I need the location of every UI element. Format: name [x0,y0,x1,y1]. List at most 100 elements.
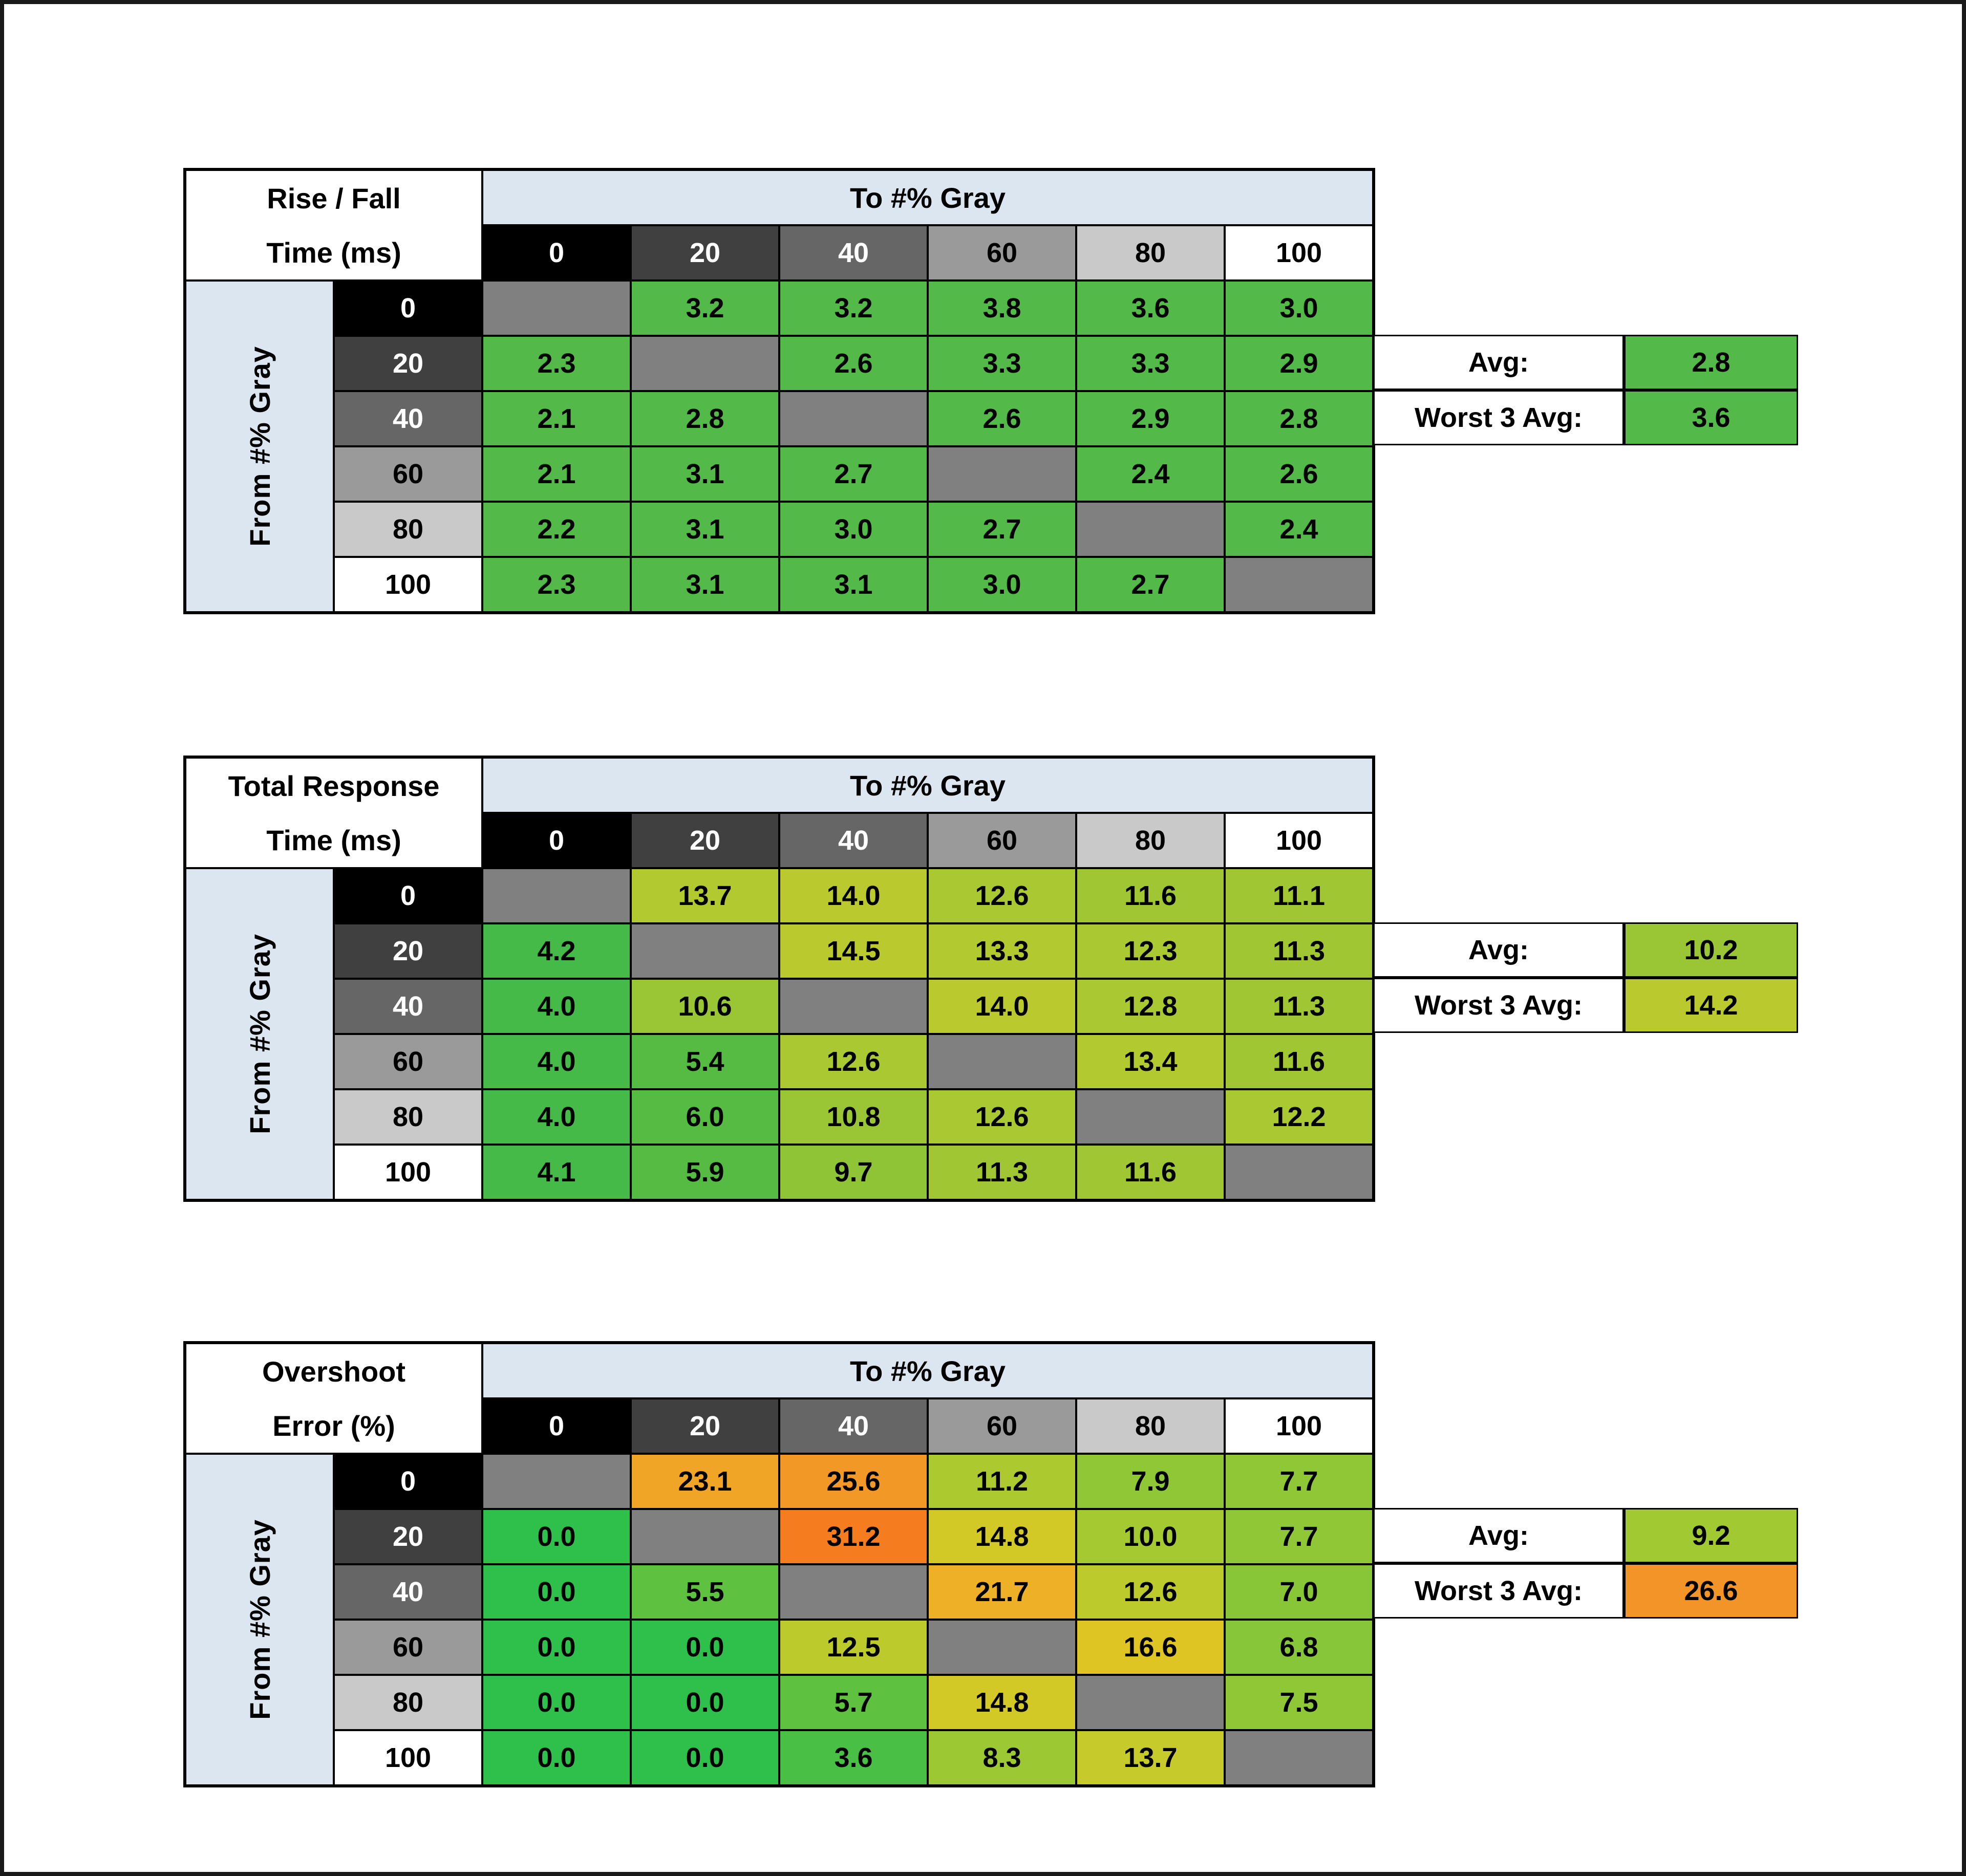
col-header-80: 80 [1076,225,1225,281]
transition-cell: 13.3 [928,923,1076,979]
row-header-60: 60 [334,1620,482,1675]
to-gray-header: To #% Gray [482,170,1373,225]
transition-cell: 11.2 [928,1454,1076,1509]
avg-value: 9.2 [1624,1508,1798,1563]
transition-cell: 11.3 [928,1145,1076,1200]
transition-cell: 5.4 [631,1034,779,1089]
from-gray-label: From #% Gray [243,1519,276,1720]
col-header-80: 80 [1076,1398,1225,1454]
transition-cell: 14.8 [928,1675,1076,1730]
transition-cell: 3.0 [928,557,1076,612]
col-header-0: 0 [482,813,631,868]
transition-cell: 3.0 [1225,281,1373,336]
transition-cell: 11.6 [1076,1145,1225,1200]
transition-cell: 12.6 [1076,1564,1225,1620]
transition-cell: 13.4 [1076,1034,1225,1089]
table-title-line-1: Total Response [228,769,440,802]
transition-cell: 10.0 [1076,1509,1225,1564]
transition-cell: 3.1 [631,557,779,612]
col-header-20: 20 [631,813,779,868]
table-title: Total Response Time (ms) [185,758,482,868]
col-header-100: 100 [1225,225,1373,281]
diagonal-cell [1225,1730,1373,1785]
transition-cell: 14.5 [779,923,928,979]
transition-cell: 4.1 [482,1145,631,1200]
table-title-line-2: Time (ms) [266,824,401,856]
transition-cell: 2.8 [1225,391,1373,446]
transition-cell: 2.2 [482,502,631,557]
row-header-0: 0 [334,281,482,336]
row-header-80: 80 [334,502,482,557]
diagonal-cell [631,1509,779,1564]
diagonal-cell [1076,1675,1225,1730]
row-header-40: 40 [334,391,482,446]
transition-cell: 3.3 [1076,336,1225,391]
transition-cell: 12.6 [928,868,1076,923]
transition-cell: 2.7 [928,502,1076,557]
transition-cell: 7.5 [1225,1675,1373,1730]
row-header-100: 100 [334,1145,482,1200]
transition-cell: 23.1 [631,1454,779,1509]
table-title-line-1: Overshoot [262,1355,406,1388]
table-title-line-2: Error (%) [272,1409,395,1442]
col-header-80: 80 [1076,813,1225,868]
summary-overshoot-error: Avg: 9.2 Worst 3 Avg: 26.6 [1373,1508,1798,1619]
row-header-60: 60 [334,446,482,502]
summary-total-response-time: Avg: 10.2 Worst 3 Avg: 14.2 [1373,922,1798,1033]
diagonal-cell [1076,502,1225,557]
summary-rise-fall-time: Avg: 2.8 Worst 3 Avg: 3.6 [1373,335,1798,445]
col-header-60: 60 [928,225,1076,281]
row-header-0: 0 [334,868,482,923]
col-header-0: 0 [482,225,631,281]
worst-3-avg-label: Worst 3 Avg: [1373,1563,1624,1619]
table-title: Overshoot Error (%) [185,1343,482,1454]
diagonal-cell [779,391,928,446]
avg-label: Avg: [1373,922,1624,978]
transition-cell: 4.0 [482,1089,631,1145]
transition-cell: 0.0 [482,1675,631,1730]
row-header-80: 80 [334,1089,482,1145]
transition-cell: 2.4 [1076,446,1225,502]
transition-cell: 0.0 [482,1620,631,1675]
from-gray-label-cell: From #% Gray [185,868,334,1200]
transition-cell: 0.0 [482,1564,631,1620]
transition-cell: 3.2 [779,281,928,336]
transition-cell: 7.7 [1225,1509,1373,1564]
row-header-100: 100 [334,557,482,612]
transition-cell: 2.9 [1225,336,1373,391]
from-gray-label-cell: From #% Gray [185,281,334,612]
row-header-100: 100 [334,1730,482,1785]
row-header-40: 40 [334,1564,482,1620]
col-header-60: 60 [928,813,1076,868]
col-header-40: 40 [779,1398,928,1454]
transition-cell: 3.2 [631,281,779,336]
diagonal-cell [779,1564,928,1620]
transition-cell: 10.8 [779,1089,928,1145]
col-header-40: 40 [779,813,928,868]
table-title-line-1: Rise / Fall [267,182,401,214]
transition-cell: 9.7 [779,1145,928,1200]
diagonal-cell [631,336,779,391]
transition-cell: 14.8 [928,1509,1076,1564]
row-header-60: 60 [334,1034,482,1089]
transition-cell: 0.0 [482,1730,631,1785]
col-header-100: 100 [1225,813,1373,868]
table-rise-fall-time: Rise / Fall Time (ms) To #% Gray 0 20 40 60 80 1… [183,168,1798,614]
diagonal-cell [1225,1145,1373,1200]
diagonal-cell [928,446,1076,502]
diagonal-cell [779,979,928,1034]
table-title-line-2: Time (ms) [266,236,401,269]
diagonal-cell [631,923,779,979]
transition-cell: 0.0 [631,1620,779,1675]
col-header-20: 20 [631,1398,779,1454]
avg-label: Avg: [1373,335,1624,390]
to-gray-header: To #% Gray [482,1343,1373,1398]
transition-cell: 5.9 [631,1145,779,1200]
transition-cell: 4.2 [482,923,631,979]
transition-cell: 16.6 [1076,1620,1225,1675]
transition-cell: 0.0 [631,1675,779,1730]
worst-3-avg-value: 3.6 [1624,390,1798,445]
worst-3-avg-label: Worst 3 Avg: [1373,978,1624,1033]
col-header-0: 0 [482,1398,631,1454]
